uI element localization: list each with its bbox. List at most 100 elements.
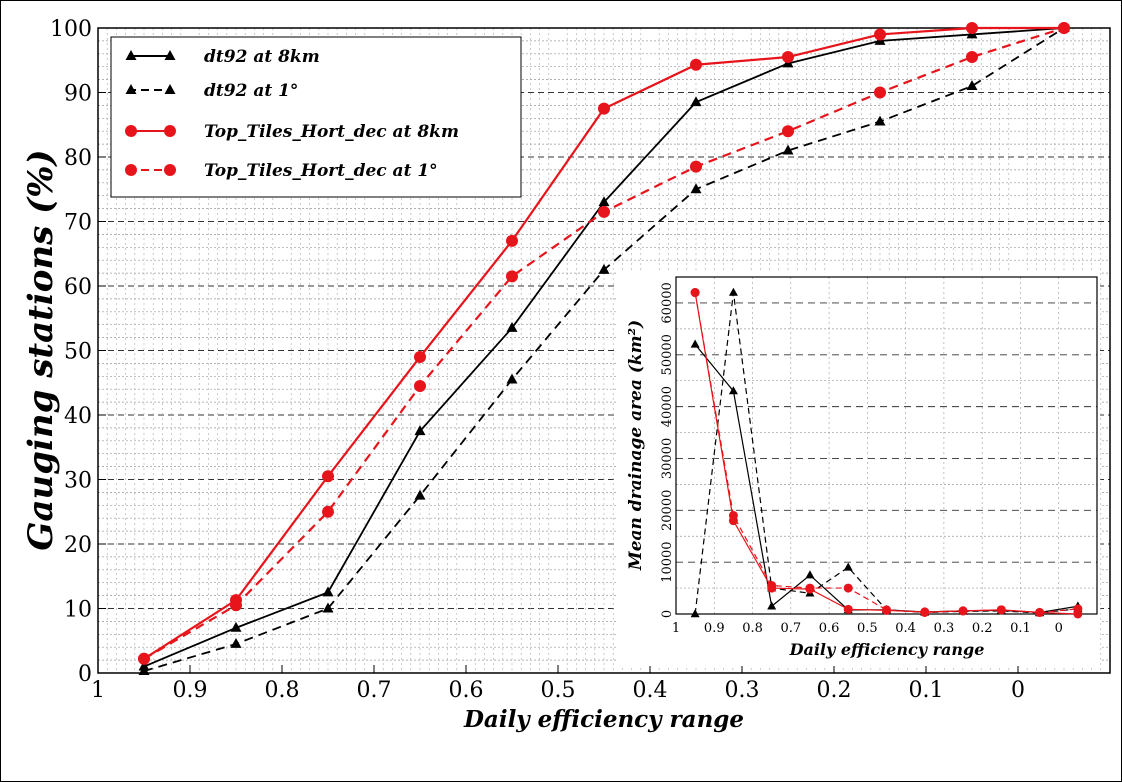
inset-x-tick-label: 0.9 xyxy=(704,621,725,636)
main-x-axis-label: Daily efficiency range xyxy=(463,706,744,733)
main-data-point xyxy=(690,183,702,194)
main-y-tick-label: 70 xyxy=(64,211,92,236)
inset-data-point xyxy=(920,607,930,617)
main-y-tick-label: 60 xyxy=(64,275,92,300)
main-x-tick-label: 0.4 xyxy=(633,678,668,703)
main-data-point xyxy=(782,51,794,64)
main-data-point xyxy=(966,51,978,64)
main-series-layer xyxy=(138,22,1070,676)
main-data-point xyxy=(230,638,242,648)
inset-y-tick-label: 30000 xyxy=(660,438,675,479)
main-data-point xyxy=(690,58,702,71)
inset-y-axis-label: Mean drainage area (km²) xyxy=(626,320,646,571)
main-x-tick-label: 0.2 xyxy=(817,678,852,703)
inset-x-tick-label: 0.2 xyxy=(972,621,993,636)
inset-data-point xyxy=(767,580,777,590)
main-data-point xyxy=(138,652,150,665)
main-y-tick-label: 30 xyxy=(64,469,92,494)
main-data-point xyxy=(414,489,426,500)
main-x-tick-label: 0 xyxy=(1011,678,1025,703)
main-data-point xyxy=(1058,22,1070,34)
main-x-tick-label: 0.9 xyxy=(173,678,208,703)
main-data-point xyxy=(782,144,794,155)
main-x-tick-label: 0.7 xyxy=(357,678,392,703)
inset-data-point xyxy=(843,583,853,593)
inset-data-point xyxy=(805,583,815,593)
inset-data-point xyxy=(728,287,738,296)
main-x-tick-label: 0.8 xyxy=(265,678,300,703)
inset-x-tick-label: 0 xyxy=(1055,621,1063,636)
main-data-point xyxy=(690,160,702,173)
main-data-point xyxy=(322,602,334,613)
main-x-tick-label: 0.3 xyxy=(725,678,760,703)
inset-y-tick-label: 20000 xyxy=(660,490,675,531)
inset-data-point xyxy=(843,604,853,614)
inset-x-tick-label: 0.6 xyxy=(819,621,840,636)
inset-tick-labels: 0 10000 20000 30000 40000 50000 60000 1 0.9 0.8 0.… xyxy=(660,282,1063,636)
inset-data-point xyxy=(728,386,738,395)
main-x-tick-label: 1 xyxy=(91,678,105,703)
inset-data-point xyxy=(690,288,700,298)
main-data-point xyxy=(598,102,610,115)
legend-marker xyxy=(125,164,137,176)
legend-marker xyxy=(125,84,137,94)
main-data-point xyxy=(966,22,978,34)
main-y-tick-label: 50 xyxy=(64,340,92,365)
legend-label: Top_Tiles_Hort_dec at 1° xyxy=(204,161,438,181)
inset-y-tick-label: 60000 xyxy=(660,282,675,323)
legend-marker xyxy=(164,50,176,60)
inset-series-layer xyxy=(690,287,1083,619)
legend-marker xyxy=(125,50,137,60)
main-data-point xyxy=(414,350,426,363)
legend-label: Top_Tiles_Hort_dec at 8km xyxy=(204,122,459,142)
inset-data-point xyxy=(843,562,853,571)
inset-data-point xyxy=(767,601,777,610)
main-data-point xyxy=(230,599,242,612)
main-data-point xyxy=(506,373,518,384)
main-data-point xyxy=(506,321,518,332)
legend-marker xyxy=(164,84,176,94)
main-data-point xyxy=(782,125,794,138)
main-x-tick-label: 0.6 xyxy=(449,678,484,703)
main-x-tick-label: 0.1 xyxy=(909,678,944,703)
inset-background xyxy=(618,271,1100,666)
inset-x-tick-label: 0.5 xyxy=(857,621,878,636)
legend-label: dt92 at 1° xyxy=(204,81,298,101)
inset-data-point xyxy=(690,609,700,618)
inset-x-axis-label: Daily efficiency range xyxy=(789,640,985,659)
inset-x-tick-label: 0.7 xyxy=(780,621,801,636)
inset-data-point xyxy=(958,606,968,616)
main-y-tick-label: 0 xyxy=(78,662,92,687)
inset-x-tick-label: 1 xyxy=(672,621,680,636)
inset-data-point xyxy=(1035,607,1045,617)
main-data-point xyxy=(322,505,334,518)
legend-box xyxy=(110,36,522,198)
main-data-point xyxy=(138,665,150,676)
main-data-point xyxy=(506,270,518,283)
legend: dt92 at 8km dt92 at 1° Top_Tiles_Hort_dec … xyxy=(110,36,522,198)
main-y-axis-label: Gauging stations (%) xyxy=(21,149,61,550)
main-data-point xyxy=(414,425,426,436)
main-y-tick-label: 20 xyxy=(64,533,92,558)
main-data-point xyxy=(230,621,242,632)
main-data-point xyxy=(598,205,610,218)
main-y-tick-label: 40 xyxy=(64,404,92,429)
inset-data-point xyxy=(1073,604,1083,614)
inset-x-tick-label: 0.8 xyxy=(742,621,763,636)
inset-y-tick-label: 0 xyxy=(660,610,675,618)
inset-x-tick-label: 0.3 xyxy=(934,621,955,636)
main-data-point xyxy=(874,115,886,126)
legend-marker xyxy=(164,164,176,176)
inset-series-line-3 xyxy=(694,292,1078,614)
inset-data-point xyxy=(805,570,815,579)
inset-data-point xyxy=(728,510,738,520)
inset-data-point xyxy=(996,605,1006,615)
main-data-point xyxy=(414,379,426,392)
inset-data-point xyxy=(690,339,700,348)
main-data-point xyxy=(598,263,610,274)
main-data-point xyxy=(322,470,334,483)
inset-data-point xyxy=(882,605,891,615)
legend-marker xyxy=(164,125,176,137)
